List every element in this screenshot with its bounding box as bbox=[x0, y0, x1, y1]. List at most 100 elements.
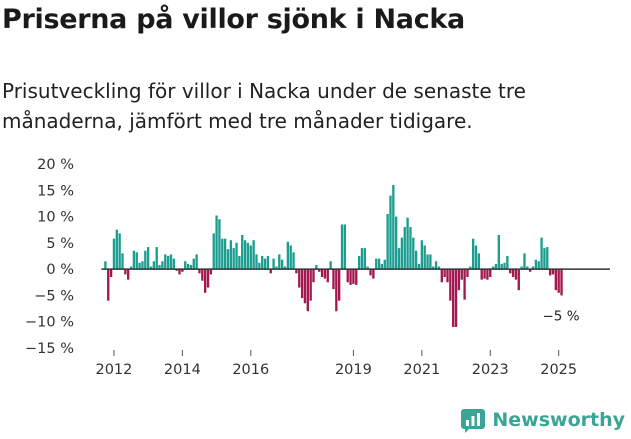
bar-chart: 20 % 15 % 10 % 5 % 0 % −5 % −10 % −15 % 2012 2014… bbox=[25, 157, 610, 378]
bar bbox=[312, 269, 315, 283]
bar bbox=[406, 217, 409, 270]
bar bbox=[474, 245, 478, 270]
bar bbox=[460, 269, 463, 280]
chart-subtitle: Prisutveckling för villor i Nacka under … bbox=[2, 79, 526, 133]
bar bbox=[295, 269, 298, 274]
bar bbox=[480, 269, 483, 280]
bar bbox=[520, 266, 523, 270]
bar bbox=[503, 262, 506, 270]
bar bbox=[429, 254, 432, 270]
bar bbox=[300, 269, 304, 299]
bar bbox=[551, 269, 555, 275]
bar bbox=[269, 269, 272, 274]
bar bbox=[223, 238, 227, 270]
bar bbox=[494, 263, 498, 270]
bar bbox=[164, 254, 167, 270]
bar bbox=[275, 266, 278, 270]
bar bbox=[357, 256, 361, 270]
y-tick-label: −10 % bbox=[25, 315, 74, 331]
bar bbox=[506, 256, 509, 270]
bar bbox=[383, 259, 386, 270]
bar bbox=[115, 229, 118, 270]
bar bbox=[298, 269, 301, 288]
x-tick-label: 2019 bbox=[335, 362, 372, 378]
bar bbox=[352, 269, 355, 284]
bar bbox=[146, 247, 150, 270]
bar bbox=[423, 245, 426, 270]
brand-logo[interactable]: Newsworthy bbox=[460, 407, 625, 433]
bar bbox=[263, 258, 267, 270]
bar bbox=[489, 269, 492, 278]
bar bbox=[315, 264, 318, 270]
bar bbox=[346, 269, 349, 283]
bar bbox=[529, 269, 532, 272]
bar bbox=[500, 263, 503, 270]
bar bbox=[318, 269, 321, 272]
bar bbox=[531, 266, 535, 270]
bar bbox=[546, 247, 549, 270]
y-tick-label: 20 % bbox=[37, 157, 74, 173]
bar bbox=[252, 240, 255, 270]
bar bbox=[129, 266, 133, 270]
chart-title: Priserna på villor sjönk i Nacka bbox=[2, 4, 465, 35]
bar bbox=[409, 227, 412, 270]
x-tick-label: 2025 bbox=[540, 362, 577, 378]
bar bbox=[158, 264, 161, 270]
bar bbox=[303, 269, 307, 304]
bar bbox=[326, 269, 329, 283]
bar bbox=[434, 261, 438, 270]
bar bbox=[141, 261, 144, 270]
bar bbox=[526, 266, 529, 270]
last-value-annotation: −5 % bbox=[543, 308, 580, 324]
bar bbox=[403, 227, 406, 270]
bar bbox=[178, 269, 181, 275]
bar bbox=[400, 237, 404, 270]
bar bbox=[432, 266, 435, 270]
bar bbox=[452, 269, 455, 327]
bar bbox=[204, 269, 207, 293]
bar bbox=[389, 195, 392, 270]
bar bbox=[463, 269, 466, 300]
y-tick-label: 15 % bbox=[37, 183, 74, 199]
bar bbox=[266, 256, 270, 270]
bar bbox=[335, 269, 338, 312]
brand-name: Newsworthy bbox=[492, 409, 625, 431]
bar bbox=[226, 249, 230, 270]
bar-series bbox=[104, 185, 563, 327]
bar bbox=[486, 269, 489, 280]
bar bbox=[497, 234, 500, 270]
bar bbox=[286, 241, 290, 270]
bar bbox=[166, 256, 170, 270]
bar bbox=[491, 266, 495, 270]
bar bbox=[138, 262, 141, 270]
bar bbox=[360, 248, 364, 270]
bar bbox=[349, 269, 352, 285]
bar bbox=[124, 269, 127, 275]
x-tick-label: 2014 bbox=[164, 362, 201, 378]
bar bbox=[306, 269, 309, 312]
bar bbox=[517, 269, 520, 291]
bar bbox=[323, 269, 327, 279]
y-tick-label: −5 % bbox=[34, 288, 74, 304]
bar bbox=[483, 269, 486, 279]
bar bbox=[386, 213, 389, 270]
bar bbox=[523, 253, 526, 270]
bar bbox=[443, 269, 446, 278]
bar bbox=[209, 269, 213, 275]
bar bbox=[184, 261, 187, 270]
bar bbox=[132, 250, 136, 270]
bar bbox=[189, 264, 193, 270]
bar bbox=[258, 262, 261, 270]
bar bbox=[332, 269, 335, 290]
bar bbox=[155, 247, 158, 270]
bar bbox=[235, 242, 238, 270]
bar bbox=[329, 261, 332, 270]
bar bbox=[292, 252, 295, 270]
bar bbox=[320, 269, 324, 278]
newsworthy-logo-icon bbox=[461, 409, 486, 433]
bar bbox=[261, 256, 264, 270]
bar bbox=[309, 269, 312, 301]
bar bbox=[343, 224, 347, 270]
bar bbox=[172, 258, 175, 270]
bar bbox=[152, 261, 156, 270]
